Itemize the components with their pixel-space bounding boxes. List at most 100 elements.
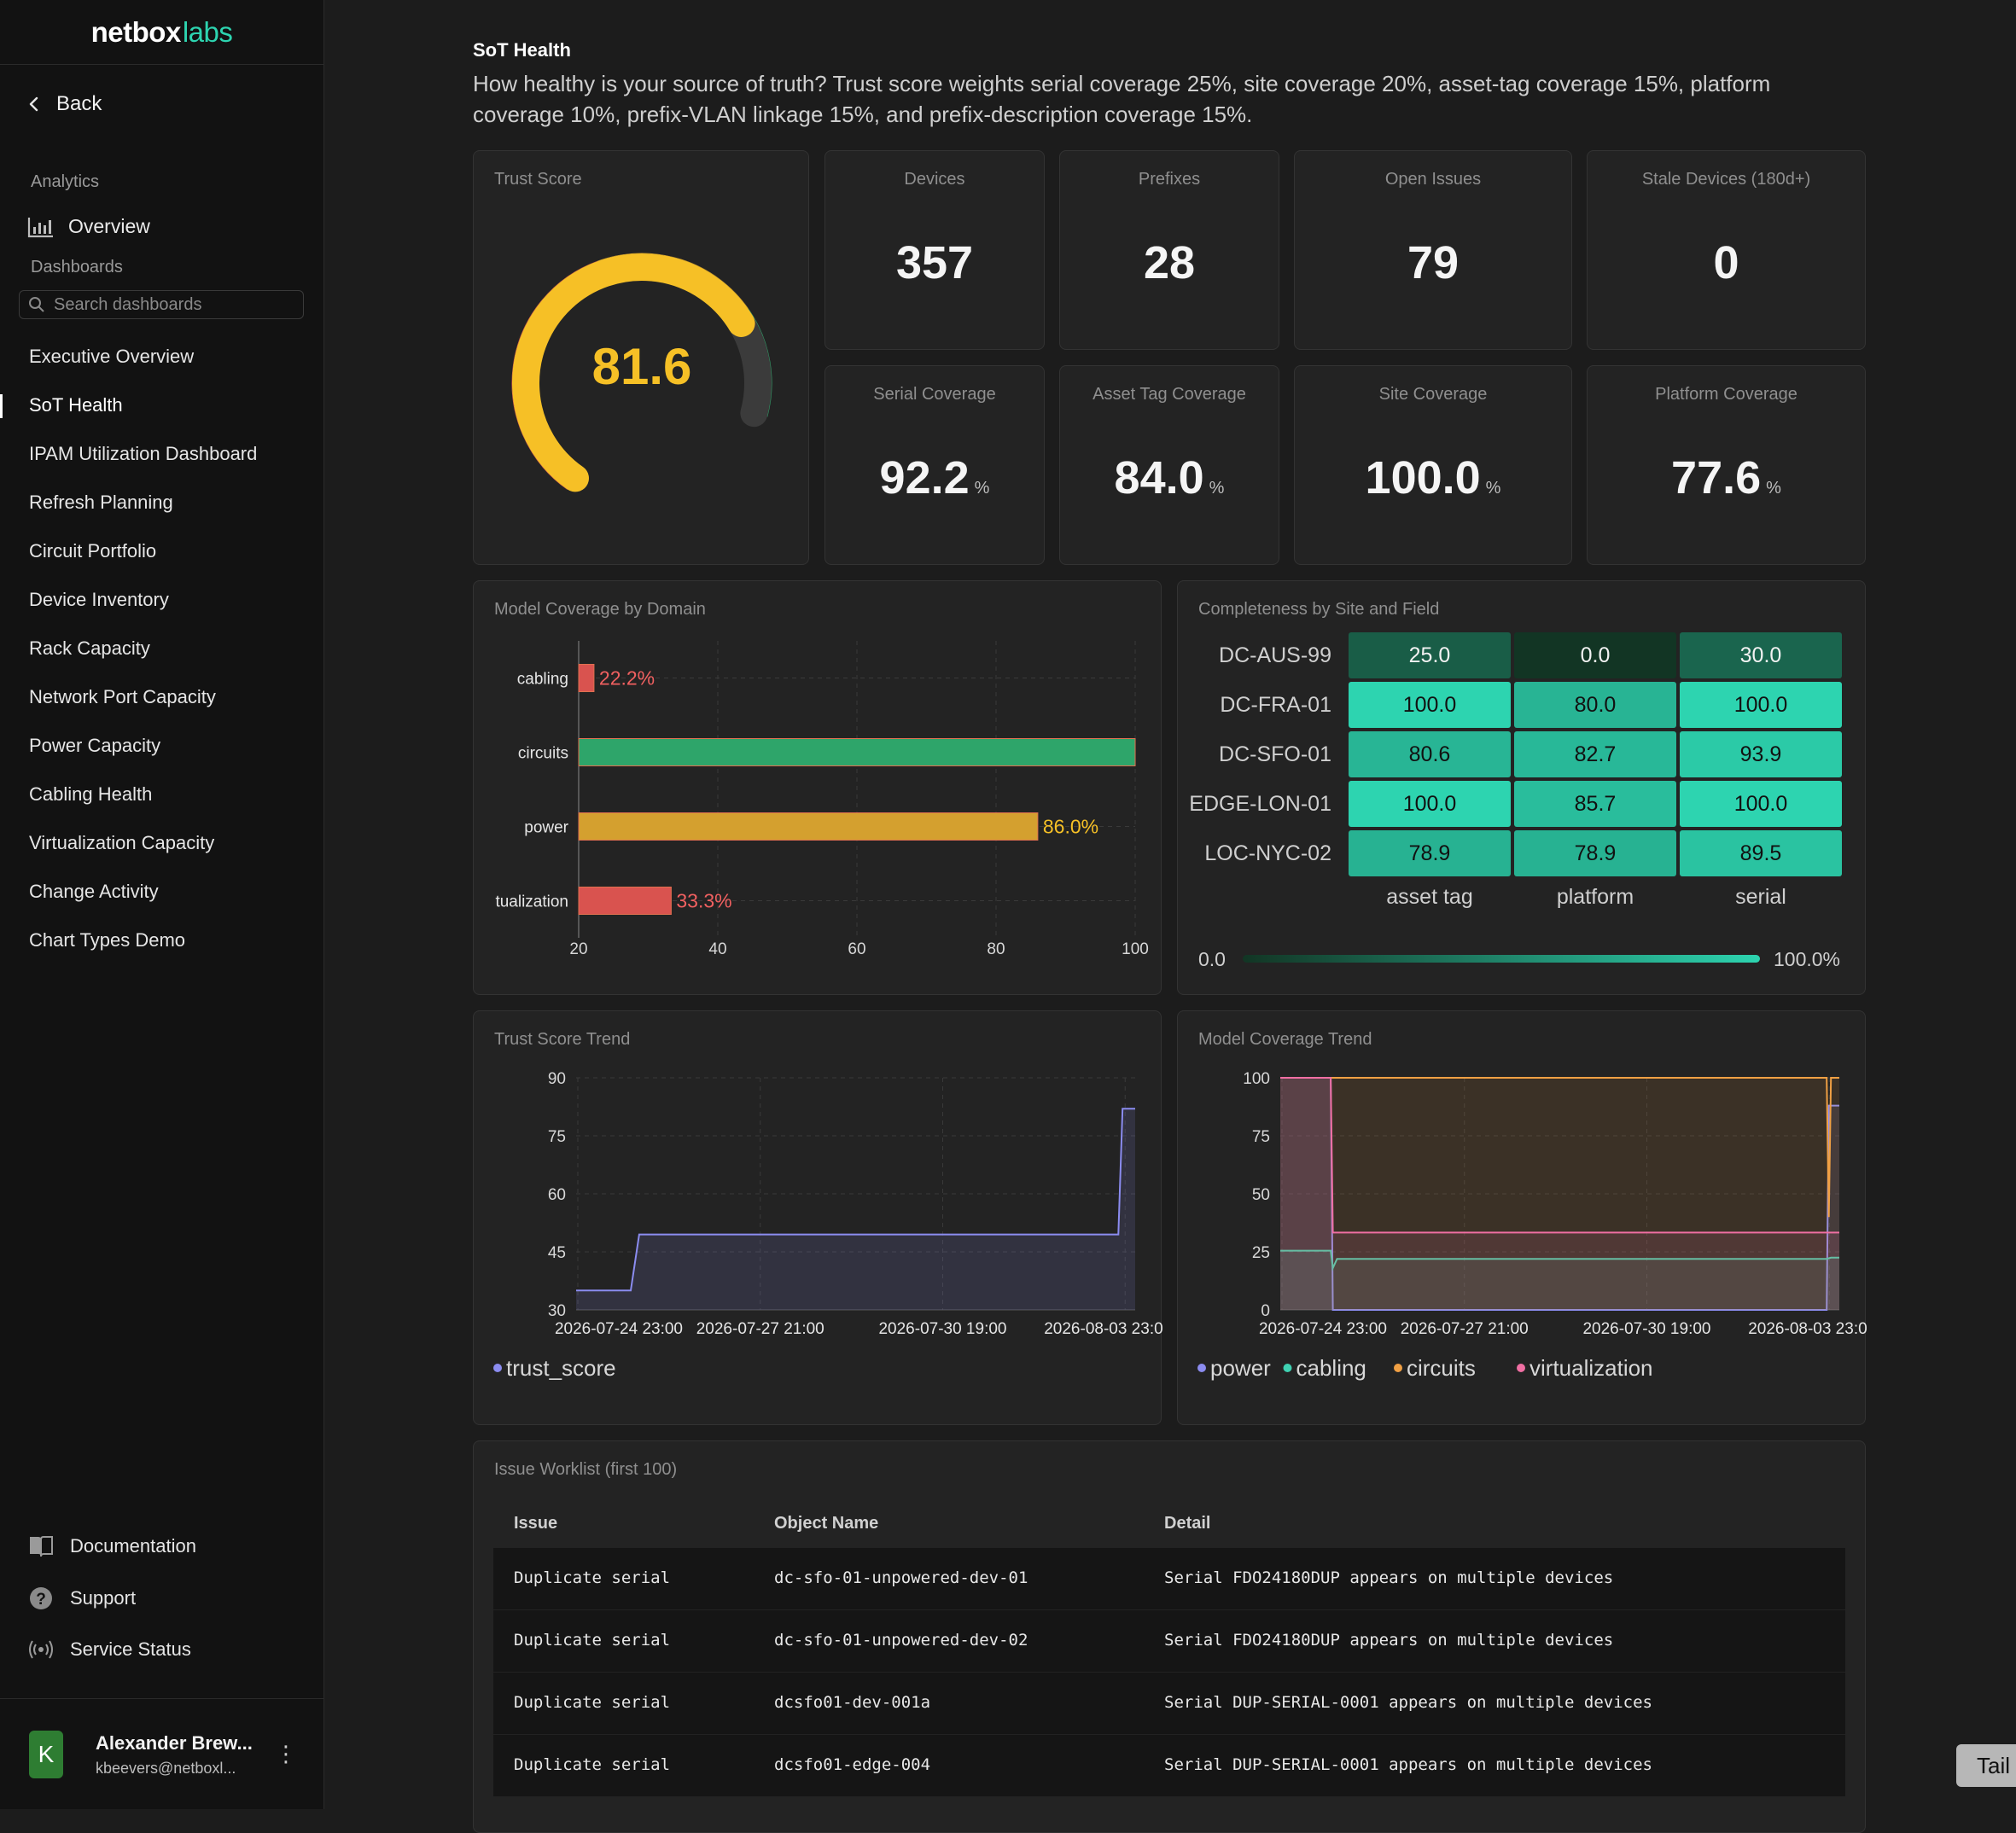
- heatmap-row-label: DC-FRA-01: [1220, 693, 1331, 717]
- heatmap-cell[interactable]: 100.0: [1680, 682, 1842, 728]
- service-status-link[interactable]: Service Status: [27, 1638, 191, 1661]
- table-row[interactable]: Duplicate serial dc-sfo-01-unpowered-dev…: [493, 1610, 1845, 1673]
- heatmap-cell[interactable]: 82.7: [1514, 731, 1676, 777]
- gauge-value-arc: [512, 253, 755, 492]
- site-coverage-value-wrap: 100.0%: [1295, 451, 1571, 504]
- legend-label-power: power: [1210, 1355, 1271, 1381]
- y-tick-label: 45: [548, 1244, 566, 1262]
- sidebar-item-network-port-capacity[interactable]: Network Port Capacity: [29, 686, 216, 707]
- sidebar-item-chart-types-demo[interactable]: Chart Types Demo: [29, 929, 186, 951]
- x-tick-label: 20: [569, 940, 587, 958]
- legend-swatch-circuits: [1394, 1364, 1402, 1372]
- heatmap-cell[interactable]: 30.0: [1680, 632, 1842, 678]
- object-cell: dcsfo01-edge-004: [774, 1755, 931, 1774]
- sidebar-item-sot-health[interactable]: SoT Health: [29, 394, 123, 416]
- heatmap-cell[interactable]: 100.0: [1680, 781, 1842, 827]
- documentation-link[interactable]: Documentation: [27, 1534, 196, 1558]
- trust-score-panel: Trust Score 81.6: [473, 150, 809, 565]
- site-coverage-card: Site Coverage 100.0%: [1294, 365, 1572, 565]
- heatmap-cell[interactable]: 78.9: [1349, 830, 1511, 876]
- heatmap-cell[interactable]: 78.9: [1514, 830, 1676, 876]
- serial-coverage-title: Serial Coverage: [873, 385, 996, 404]
- y-tick-label: 30: [548, 1302, 566, 1320]
- platform-coverage-card: Platform Coverage 77.6%: [1587, 365, 1866, 565]
- issue-cell: Duplicate serial: [514, 1693, 671, 1712]
- platform-coverage-value: 77.6: [1671, 452, 1762, 503]
- legend-label-circuits: circuits: [1407, 1355, 1476, 1381]
- asset-tag-coverage-value-wrap: 84.0%: [1060, 451, 1279, 504]
- platform-coverage-value-wrap: 77.6%: [1588, 451, 1865, 504]
- y-tick-label: 75: [1252, 1128, 1270, 1146]
- heatmap-row-label: EDGE-LON-01: [1189, 792, 1331, 816]
- table-row[interactable]: Duplicate serial dc-sfo-01-unpowered-dev…: [493, 1548, 1845, 1610]
- y-tick-label: 100: [1243, 1070, 1270, 1088]
- prefixes-card: Prefixes 28: [1059, 150, 1279, 350]
- heatmap-cell[interactable]: 100.0: [1349, 781, 1511, 827]
- avatar[interactable]: K: [29, 1731, 63, 1778]
- series-area-cabling: [1280, 1250, 1839, 1310]
- tail-button[interactable]: Tail: [1956, 1744, 2016, 1787]
- legend-swatch-cabling: [1283, 1364, 1292, 1372]
- heatmap-col-label: asset tag: [1386, 885, 1473, 909]
- open-issues-title: Open Issues: [1384, 170, 1482, 189]
- search-dashboards-input[interactable]: Search dashboards: [19, 290, 304, 319]
- x-tick-label: 2026-08-03 23:00: [1044, 1320, 1162, 1338]
- sidebar-item-refresh-planning[interactable]: Refresh Planning: [29, 492, 173, 513]
- heatmap-cell[interactable]: 89.5: [1680, 830, 1842, 876]
- stale-devices-value: 0: [1713, 237, 1739, 288]
- logo-word-labs: labs: [182, 15, 233, 48]
- completeness-panel: Completeness by Site and Field DC-AUS-99…: [1177, 580, 1866, 995]
- sidebar-item-rack-capacity[interactable]: Rack Capacity: [29, 637, 150, 659]
- model-coverage-title: Model Coverage by Domain: [494, 600, 706, 619]
- sidebar-item-device-inventory[interactable]: Device Inventory: [29, 589, 169, 610]
- back-button[interactable]: Back: [27, 92, 102, 116]
- devices-value: 357: [895, 237, 974, 288]
- site-coverage-title: Site Coverage: [1378, 385, 1488, 404]
- heatmap-scale-max: 100.0%: [1774, 948, 1841, 970]
- legend-swatch-trust_score: [493, 1364, 502, 1372]
- object-cell: dc-sfo-01-unpowered-dev-02: [774, 1631, 1028, 1650]
- sidebar-item-change-activity[interactable]: Change Activity: [29, 881, 159, 902]
- y-tick-label: 75: [548, 1128, 566, 1146]
- user-divider: [0, 1698, 324, 1699]
- worklist-title: Issue Worklist (first 100): [494, 1460, 678, 1479]
- sidebar-item-circuit-portfolio[interactable]: Circuit Portfolio: [29, 540, 157, 562]
- issue-cell: Duplicate serial: [514, 1568, 671, 1587]
- serial-coverage-unit: %: [974, 479, 990, 498]
- col-header-detail[interactable]: Detail: [1164, 1514, 1211, 1533]
- serial-coverage-value-wrap: 92.2%: [825, 451, 1044, 504]
- heatmap-cell[interactable]: 80.0: [1514, 682, 1676, 728]
- heatmap-scale-min: 0.0: [1198, 948, 1226, 970]
- sidebar-item-overview[interactable]: Overview: [27, 215, 150, 238]
- x-tick-label: 2026-07-24 23:00: [555, 1320, 683, 1338]
- support-link[interactable]: ? Support: [27, 1586, 136, 1611]
- user-menu-icon[interactable]: ⋮: [275, 1741, 297, 1766]
- page-description: How healthy is your source of truth? Tru…: [473, 71, 1771, 127]
- sidebar-item-cabling-health[interactable]: Cabling Health: [29, 783, 153, 805]
- heatmap-cell[interactable]: 85.7: [1514, 781, 1676, 827]
- sidebar-item-ipam-utilization[interactable]: IPAM Utilization Dashboard: [29, 443, 258, 464]
- site-coverage-unit: %: [1485, 479, 1501, 498]
- heatmap-cell[interactable]: 25.0: [1349, 632, 1511, 678]
- serial-coverage-card: Serial Coverage 92.2%: [824, 365, 1045, 565]
- brand-logo[interactable]: netbox labs: [0, 0, 323, 65]
- sidebar-item-executive-overview[interactable]: Executive Overview: [29, 346, 195, 367]
- sidebar-item-power-capacity[interactable]: Power Capacity: [29, 735, 161, 756]
- heatmap-cell[interactable]: 0.0: [1514, 632, 1676, 678]
- search-placeholder: Search dashboards: [54, 294, 202, 314]
- col-header-object-name[interactable]: Object Name: [774, 1514, 879, 1533]
- object-cell: dcsfo01-dev-001a: [774, 1693, 931, 1712]
- col-header-issue[interactable]: Issue: [514, 1514, 558, 1533]
- sidebar: netbox labs Back Analytics Overview Dashb…: [0, 0, 324, 1809]
- heatmap-col-label: platform: [1556, 885, 1634, 909]
- sidebar-item-virtualization-capacity[interactable]: Virtualization Capacity: [29, 832, 215, 853]
- bar-data-label: 22.2%: [599, 667, 655, 690]
- table-row[interactable]: Duplicate serial dcsfo01-edge-004 Serial…: [493, 1735, 1845, 1797]
- analytics-section-label: Analytics: [31, 172, 100, 191]
- table-row[interactable]: Duplicate serial dcsfo01-dev-001a Serial…: [493, 1673, 1845, 1735]
- support-label: Support: [70, 1587, 137, 1609]
- x-tick-label: 2026-07-30 19:00: [1582, 1320, 1710, 1338]
- heatmap-cell[interactable]: 100.0: [1349, 682, 1511, 728]
- heatmap-cell[interactable]: 93.9: [1680, 731, 1842, 777]
- heatmap-cell[interactable]: 80.6: [1349, 731, 1511, 777]
